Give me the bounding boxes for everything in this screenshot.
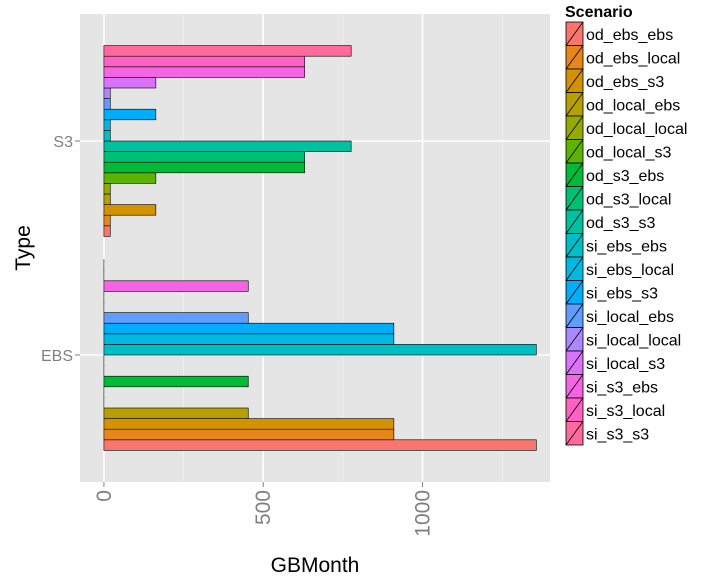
x-tick-label: 500: [252, 490, 275, 525]
legend-label: od_local_s3: [586, 144, 672, 161]
bar: [103, 77, 157, 89]
legend-label: od_ebs_local: [586, 50, 680, 67]
legend-item: od_ebs_s3: [565, 68, 664, 93]
legend-label: od_ebs_s3: [586, 74, 664, 91]
y-tick-label: EBS: [41, 348, 73, 365]
bar: [103, 108, 157, 121]
legend-label: od_s3_ebs: [586, 168, 664, 185]
legend-key-slash: [565, 21, 584, 46]
legend-key-slash: [565, 115, 584, 140]
legend-label: od_s3_local: [586, 191, 671, 208]
bar: [103, 344, 537, 356]
legend-key-slash: [565, 280, 584, 305]
legend-item: od_ebs_ebs: [565, 21, 673, 46]
bar: [103, 55, 305, 68]
bar: [103, 214, 111, 227]
x-tick-label: 0: [93, 490, 116, 502]
legend-key-slash: [565, 256, 584, 281]
bar: [103, 193, 111, 205]
bar: [103, 322, 395, 335]
legend-label: od_s3_s3: [586, 215, 655, 232]
legend-item: si_s3_s3: [565, 421, 649, 446]
legend-key-slash: [565, 209, 584, 234]
legend-item: od_s3_s3: [565, 209, 655, 234]
legend-label: si_ebs_local: [586, 262, 674, 279]
legend-key-slash: [565, 374, 584, 399]
bar: [103, 140, 352, 152]
bar: [103, 280, 249, 292]
legend-item: od_s3_local: [565, 186, 671, 211]
legend: Scenario od_ebs_ebs od_ebs_local od_ebs_s3…: [565, 4, 687, 446]
bar: [103, 312, 249, 324]
bar: [103, 172, 157, 184]
y-tick-label: S3: [53, 134, 73, 151]
legend-item: si_local_ebs: [565, 303, 674, 328]
legend-item: od_local_local: [565, 115, 687, 140]
bars: [103, 45, 537, 451]
legend-item: si_ebs_local: [565, 256, 674, 281]
legend-item: si_ebs_s3: [565, 280, 658, 305]
bar: [103, 375, 249, 388]
bar: [103, 333, 395, 345]
bar: [103, 66, 305, 78]
bar: [103, 87, 111, 99]
legend-label: od_ebs_ebs: [586, 27, 673, 44]
legend-key-slash: [565, 397, 584, 422]
y-axis-title: Type: [12, 225, 35, 271]
bar: [103, 119, 111, 131]
bar: [103, 161, 305, 174]
legend-item: od_local_ebs: [565, 92, 680, 117]
legend-label: si_local_s3: [586, 356, 665, 373]
legend-key-slash: [565, 68, 584, 93]
legend-label: si_local_ebs: [586, 309, 674, 326]
legend-label: si_s3_local: [586, 403, 665, 420]
legend-item: si_local_s3: [565, 350, 665, 375]
legend-key-slash: [565, 327, 584, 352]
legend-label: si_local_local: [586, 332, 681, 349]
legend-label: si_s3_ebs: [586, 379, 658, 396]
x-tick-label: 1000: [412, 490, 435, 537]
legend-label: si_s3_s3: [586, 426, 649, 443]
legend-item: si_s3_local: [565, 397, 665, 422]
legend-key-slash: [565, 139, 584, 164]
bar: [103, 407, 249, 419]
x-axis-title: GBMonth: [271, 554, 360, 577]
legend-key-slash: [565, 233, 584, 258]
legend-label: od_local_local: [586, 121, 687, 138]
legend-item: od_s3_ebs: [565, 162, 664, 187]
legend-key-slash: [565, 92, 584, 117]
legend-item: si_s3_ebs: [565, 374, 658, 399]
legend-key-slash: [565, 45, 584, 70]
bar: [103, 428, 395, 441]
y-axis: EBS S3: [41, 134, 80, 365]
bar: [103, 183, 111, 195]
legend-title: Scenario: [565, 4, 633, 21]
legend-key-slash: [565, 421, 584, 446]
legend-key-slash: [565, 303, 584, 328]
bar: [103, 45, 352, 57]
legend-label: od_local_ebs: [586, 97, 680, 114]
legend-item: si_ebs_ebs: [565, 233, 667, 258]
bar: [103, 439, 537, 451]
legend-item: od_local_s3: [565, 139, 672, 164]
legend-key-slash: [565, 186, 584, 211]
legend-label: si_ebs_s3: [586, 285, 658, 302]
bar: [103, 204, 157, 216]
bar: [103, 418, 395, 430]
bar: [103, 225, 111, 237]
legend-item: si_local_local: [565, 327, 681, 352]
legend-label: si_ebs_ebs: [586, 238, 667, 255]
bar: [103, 130, 111, 142]
legend-key-slash: [565, 350, 584, 375]
bar: [103, 151, 305, 163]
legend-key-slash: [565, 162, 584, 187]
panel-background: [80, 14, 550, 482]
x-axis: 0 500 1000: [93, 482, 435, 537]
legend-item: od_ebs_local: [565, 45, 680, 70]
bar: [103, 98, 111, 110]
